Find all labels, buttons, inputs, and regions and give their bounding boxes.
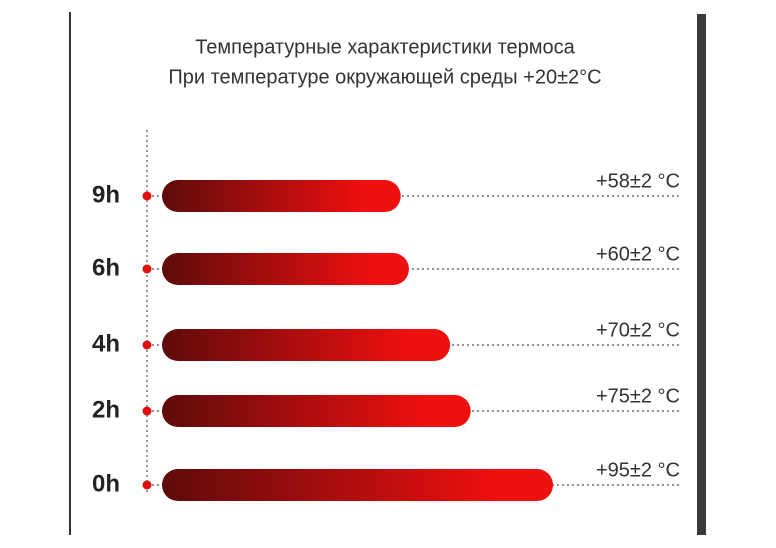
marker-dot bbox=[142, 340, 152, 350]
marker-dot bbox=[142, 480, 152, 490]
bar bbox=[162, 253, 409, 285]
bar bbox=[162, 180, 401, 212]
category-label: 9h bbox=[92, 181, 120, 208]
bar bbox=[162, 395, 471, 427]
value-label: +70±2 °C bbox=[596, 319, 680, 341]
bar bbox=[162, 329, 451, 361]
category-label: 2h bbox=[92, 396, 120, 423]
marker-dot bbox=[142, 406, 152, 416]
chart-subtitle: При температуре окружающей среды +20±2°C bbox=[168, 66, 601, 88]
category-label: 0h bbox=[92, 470, 120, 497]
value-label: +75±2 °C bbox=[596, 385, 680, 407]
marker-dot bbox=[142, 191, 152, 201]
category-label: 4h bbox=[92, 330, 120, 357]
marker-dot bbox=[142, 264, 152, 274]
category-label: 6h bbox=[92, 254, 120, 281]
value-label: +58±2 °C bbox=[596, 170, 680, 192]
bar bbox=[162, 469, 553, 501]
value-label: +60±2 °C bbox=[596, 243, 680, 265]
value-label: +95±2 °C bbox=[596, 459, 680, 481]
chart-title: Температурные характеристики термоса bbox=[195, 36, 575, 58]
right-border bbox=[697, 14, 706, 535]
